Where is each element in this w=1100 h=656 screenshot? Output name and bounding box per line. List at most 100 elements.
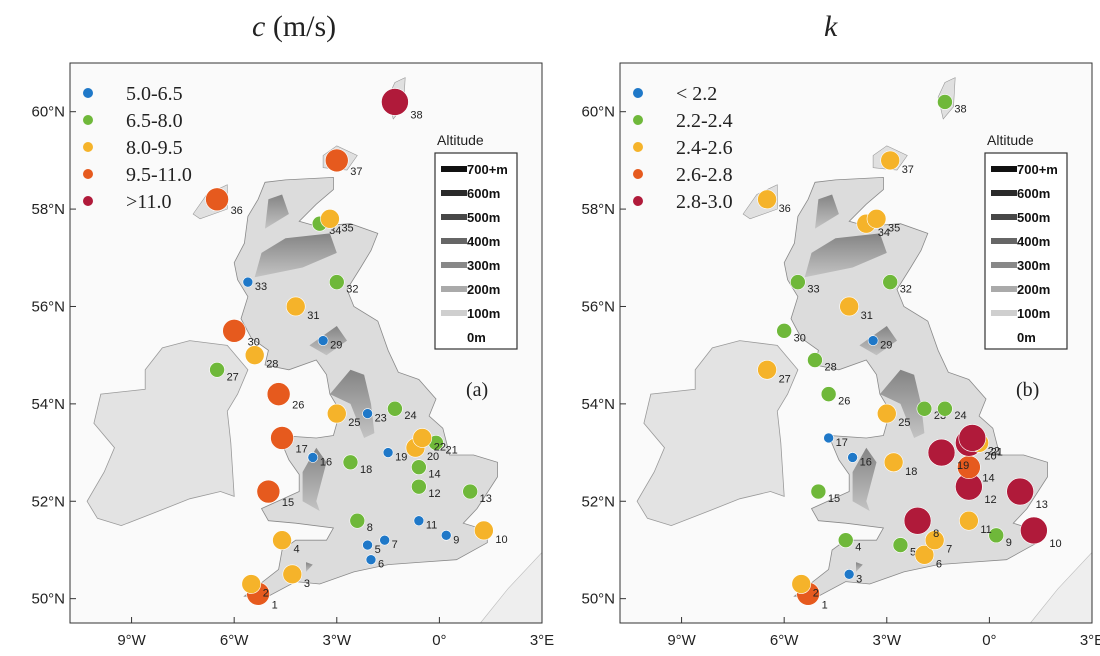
site-label-24: 24: [954, 410, 966, 422]
altitude-swatch-1: [441, 190, 467, 196]
site-marker-13: [462, 483, 478, 500]
site-marker-8: [903, 506, 932, 535]
site-marker-10: [1020, 516, 1048, 545]
site-marker-35: [320, 209, 340, 229]
site-label-10: 10: [1049, 538, 1061, 550]
site-marker-8: [349, 512, 366, 529]
site-label-11: 11: [426, 520, 437, 532]
altitude-swatch-3: [441, 238, 467, 244]
altitude-swatch-2: [991, 214, 1017, 220]
altitude-label-4: 300m: [467, 258, 500, 273]
legend-marker-1: [633, 115, 643, 125]
altitude-swatch-5: [991, 286, 1017, 292]
site-marker-29: [867, 335, 879, 346]
site-label-16: 16: [860, 456, 872, 468]
altitude-label-6: 100m: [467, 306, 500, 321]
altitude-label-6: 100m: [1017, 306, 1050, 321]
site-label-1: 1: [272, 599, 278, 611]
y-tick-label: 50°N: [581, 591, 615, 608]
site-label-26: 26: [838, 396, 850, 408]
site-label-27: 27: [779, 373, 791, 385]
site-marker-4: [272, 530, 292, 551]
site-marker-2: [791, 574, 812, 594]
y-tick-label: 60°N: [581, 104, 615, 121]
site-label-37: 37: [902, 164, 914, 176]
site-label-28: 28: [266, 359, 278, 371]
site-label-21: 21: [445, 444, 457, 456]
x-tick-label: 9°W: [117, 632, 146, 649]
y-tick-label: 56°N: [581, 298, 615, 315]
site-label-26: 26: [292, 400, 304, 412]
altitude-swatch-6: [441, 310, 467, 316]
legend-label-4: 2.8-3.0: [676, 191, 733, 213]
site-marker-29: [317, 335, 329, 346]
site-label-22: 22: [434, 441, 446, 453]
altitude-swatch-4: [441, 262, 467, 268]
site-label-31: 31: [307, 310, 319, 322]
site-marker-7: [379, 534, 390, 546]
x-tick-label: 9°W: [667, 632, 696, 649]
site-label-33: 33: [807, 284, 819, 296]
site-label-37: 37: [350, 166, 362, 178]
site-label-27: 27: [227, 371, 239, 383]
site-label-35: 35: [888, 222, 900, 234]
site-marker-18: [342, 454, 359, 471]
site-label-12: 12: [984, 494, 996, 506]
site-marker-19: [927, 438, 956, 467]
site-marker-32: [882, 274, 899, 290]
y-tick-label: 58°N: [31, 201, 65, 218]
altitude-swatch-0: [441, 166, 467, 172]
site-marker-5: [892, 537, 909, 553]
legend-marker-4: [633, 196, 643, 206]
altitude-label-4: 300m: [1017, 258, 1050, 273]
legend-marker-3: [83, 169, 93, 179]
site-marker-17: [823, 432, 834, 444]
site-label-25: 25: [348, 417, 360, 429]
site-marker-27: [757, 359, 777, 380]
site-marker-26: [820, 386, 837, 402]
x-tick-label: 3°E: [1080, 632, 1100, 649]
site-marker-22: [958, 424, 987, 452]
site-marker-28: [807, 352, 823, 368]
altitude-label-3: 400m: [1017, 234, 1050, 249]
site-label-1: 1: [822, 599, 828, 611]
title-c: c (m/s): [252, 10, 336, 44]
x-tick-label: 3°E: [530, 632, 554, 649]
site-label-22: 22: [988, 445, 1000, 457]
y-tick-label: 50°N: [31, 591, 65, 608]
site-marker-11: [959, 510, 979, 531]
legend-marker-0: [633, 88, 643, 98]
site-label-30: 30: [248, 336, 260, 348]
site-marker-36: [757, 189, 777, 210]
site-marker-33: [242, 276, 254, 288]
site-label-5: 5: [375, 544, 381, 556]
site-marker-25: [876, 403, 897, 424]
site-label-29: 29: [330, 340, 342, 352]
y-tick-label: 56°N: [31, 298, 65, 315]
site-marker-6: [914, 545, 935, 565]
site-label-16: 16: [320, 456, 332, 468]
site-marker-24: [937, 400, 953, 417]
site-label-25: 25: [898, 417, 910, 429]
legend-marker-3: [633, 169, 643, 179]
y-tick-label: 52°N: [31, 493, 65, 510]
site-marker-38: [381, 88, 409, 116]
highland-shading: [879, 369, 925, 438]
legend-label-2: 8.0-9.5: [126, 137, 183, 159]
site-label-35: 35: [341, 222, 353, 234]
altitude-label-1: 600m: [467, 186, 500, 201]
panel-letter: (a): [466, 379, 488, 401]
site-marker-37: [880, 150, 901, 171]
altitude-swatch-2: [441, 214, 467, 220]
site-label-7: 7: [392, 539, 398, 551]
altitude-label-0: 700+m: [467, 162, 508, 177]
site-label-31: 31: [861, 310, 873, 322]
site-marker-30: [222, 319, 246, 343]
altitude-label-7: 0m: [1017, 330, 1036, 345]
site-marker-14: [411, 459, 427, 475]
site-marker-10: [474, 520, 494, 541]
altitude-swatch-1: [991, 190, 1017, 196]
site-marker-13: [1006, 477, 1034, 506]
highland-shading: [804, 233, 887, 278]
altitude-label-7: 0m: [467, 330, 486, 345]
